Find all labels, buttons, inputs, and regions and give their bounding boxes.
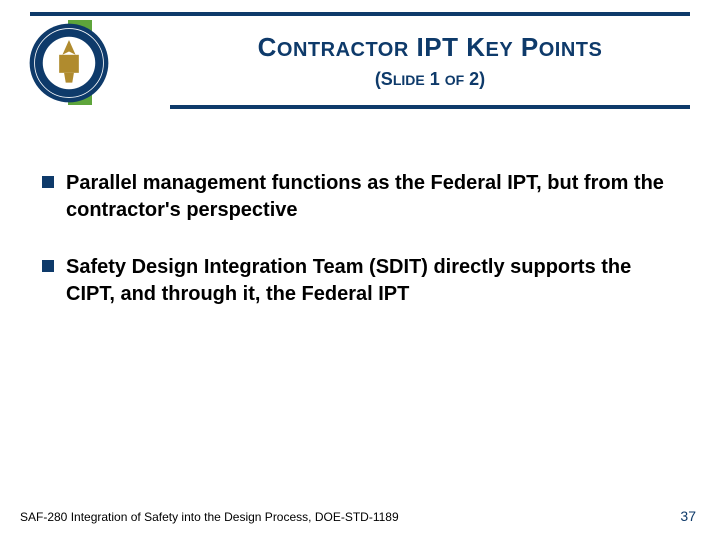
page-number: 37 — [680, 508, 696, 524]
title-frag: ONTRACTOR — [277, 39, 409, 61]
doe-seal-icon — [28, 22, 110, 104]
bullet-text: Safety Design Integration Team (SDIT) di… — [66, 254, 678, 308]
title-frag: EY — [485, 39, 513, 61]
subtitle-frag: (S — [375, 69, 393, 89]
title-frag: P — [513, 32, 539, 62]
footer-text: SAF-280 Integration of Safety into the D… — [20, 510, 399, 524]
subtitle-frag: 1 — [425, 69, 445, 89]
slide-subtitle: (SLIDE 1 OF 2) — [170, 69, 690, 90]
subtitle-frag: OF — [445, 72, 464, 88]
subtitle-frag: LIDE — [393, 72, 425, 88]
subtitle-frag: 2) — [464, 69, 485, 89]
bullet-icon — [42, 260, 54, 272]
mid-rule — [170, 105, 690, 109]
bullet-text: Parallel management functions as the Fed… — [66, 170, 678, 224]
slide-title: CONTRACTOR IPT KEY POINTS — [170, 32, 690, 63]
list-item: Safety Design Integration Team (SDIT) di… — [42, 254, 678, 308]
list-item: Parallel management functions as the Fed… — [42, 170, 678, 224]
bullet-list: Parallel management functions as the Fed… — [42, 170, 678, 338]
bullet-icon — [42, 176, 54, 188]
slide: CONTRACTOR IPT KEY POINTS (SLIDE 1 OF 2)… — [0, 0, 720, 540]
title-block: CONTRACTOR IPT KEY POINTS (SLIDE 1 OF 2) — [170, 32, 690, 90]
title-frag: OINTS — [539, 39, 603, 61]
top-rule — [30, 12, 690, 16]
title-frag: IPT K — [409, 32, 486, 62]
title-frag: C — [258, 32, 277, 62]
